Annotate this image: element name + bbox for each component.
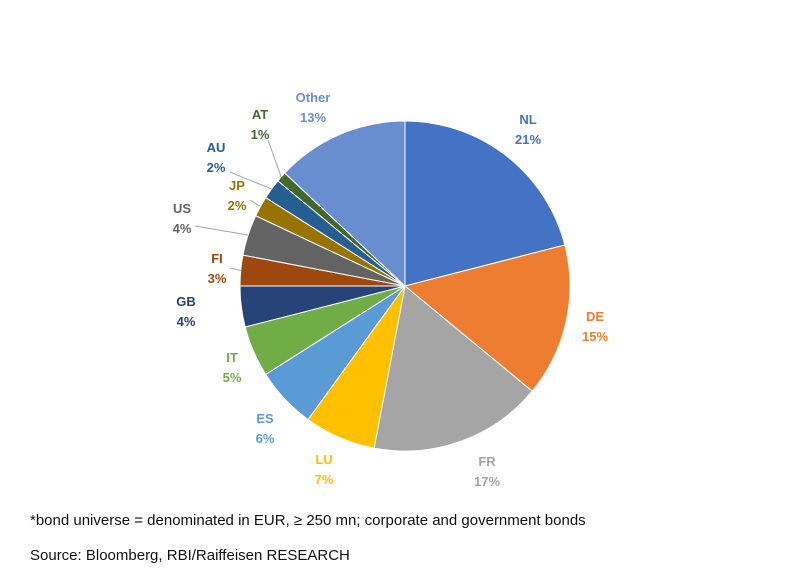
slice-value-lu: 7% [315, 472, 334, 487]
pie-slice-de [403, 244, 571, 392]
slice-value-fr: 17% [474, 474, 500, 489]
label-other: Other 13% [296, 90, 331, 125]
slice-name-us: US [173, 201, 191, 216]
leader-line-jp [249, 199, 261, 207]
slice-name-es: ES [256, 411, 274, 426]
slice-name-fi: FI [211, 251, 223, 266]
leader-line-at [267, 139, 282, 178]
pie-slices [239, 120, 571, 452]
slice-value-jp: 2% [228, 198, 247, 213]
slice-name-at: AT [252, 107, 268, 122]
pie-slice-other [284, 120, 406, 288]
footnote: *bond universe = denominated in EUR, ≥ 2… [30, 512, 586, 529]
pie-slice-nl [404, 120, 566, 287]
leader-lines [194, 139, 282, 271]
slice-value-gb: 4% [177, 314, 196, 329]
slice-value-at: 1% [251, 127, 270, 142]
slice-name-fr: FR [478, 454, 496, 469]
label-lu: LU 7% [315, 452, 334, 487]
pie-slice-fr [373, 285, 533, 452]
slice-name-it: IT [226, 350, 238, 365]
label-au: AU 2% [207, 140, 226, 175]
slice-value-us: 4% [173, 221, 192, 236]
label-us: US 4% [173, 201, 192, 236]
label-es: ES 6% [256, 411, 275, 446]
label-nl: NL 21% [515, 112, 541, 147]
label-at: AT 1% [251, 107, 270, 142]
slice-value-es: 6% [256, 431, 275, 446]
slice-value-other: 13% [300, 110, 326, 125]
label-fr: FR 17% [474, 454, 500, 489]
slice-value-de: 15% [582, 329, 608, 344]
label-jp: JP 2% [228, 178, 247, 213]
slice-labels: NL 21% DE 15% FR 17% LU 7% ES 6% IT 5% GB 4% FI 3% US 4% J… [173, 90, 609, 489]
slice-name-lu: LU [315, 452, 332, 467]
source-note: Source: Bloomberg, RBI/Raiffeisen RESEAR… [30, 547, 350, 564]
slice-value-nl: 21% [515, 132, 541, 147]
leader-line-fi [229, 267, 241, 271]
pie-chart: NL 21% DE 15% FR 17% LU 7% ES 6% IT 5% GB 4% FI 3% US 4% J… [173, 90, 609, 489]
slice-value-au: 2% [207, 160, 226, 175]
slice-name-au: AU [207, 140, 226, 155]
leader-line-us [194, 225, 249, 236]
slice-name-de: DE [586, 309, 604, 324]
leader-line-au [229, 171, 272, 190]
slice-name-jp: JP [229, 178, 245, 193]
label-de: DE 15% [582, 309, 608, 344]
slice-name-other: Other [296, 90, 331, 105]
slice-value-fi: 3% [208, 271, 227, 286]
slice-name-gb: GB [176, 294, 196, 309]
label-it: IT 5% [223, 350, 242, 385]
slice-value-it: 5% [223, 370, 242, 385]
label-fi: FI 3% [208, 251, 227, 286]
label-gb: GB 4% [176, 294, 196, 329]
slice-name-nl: NL [519, 112, 536, 127]
